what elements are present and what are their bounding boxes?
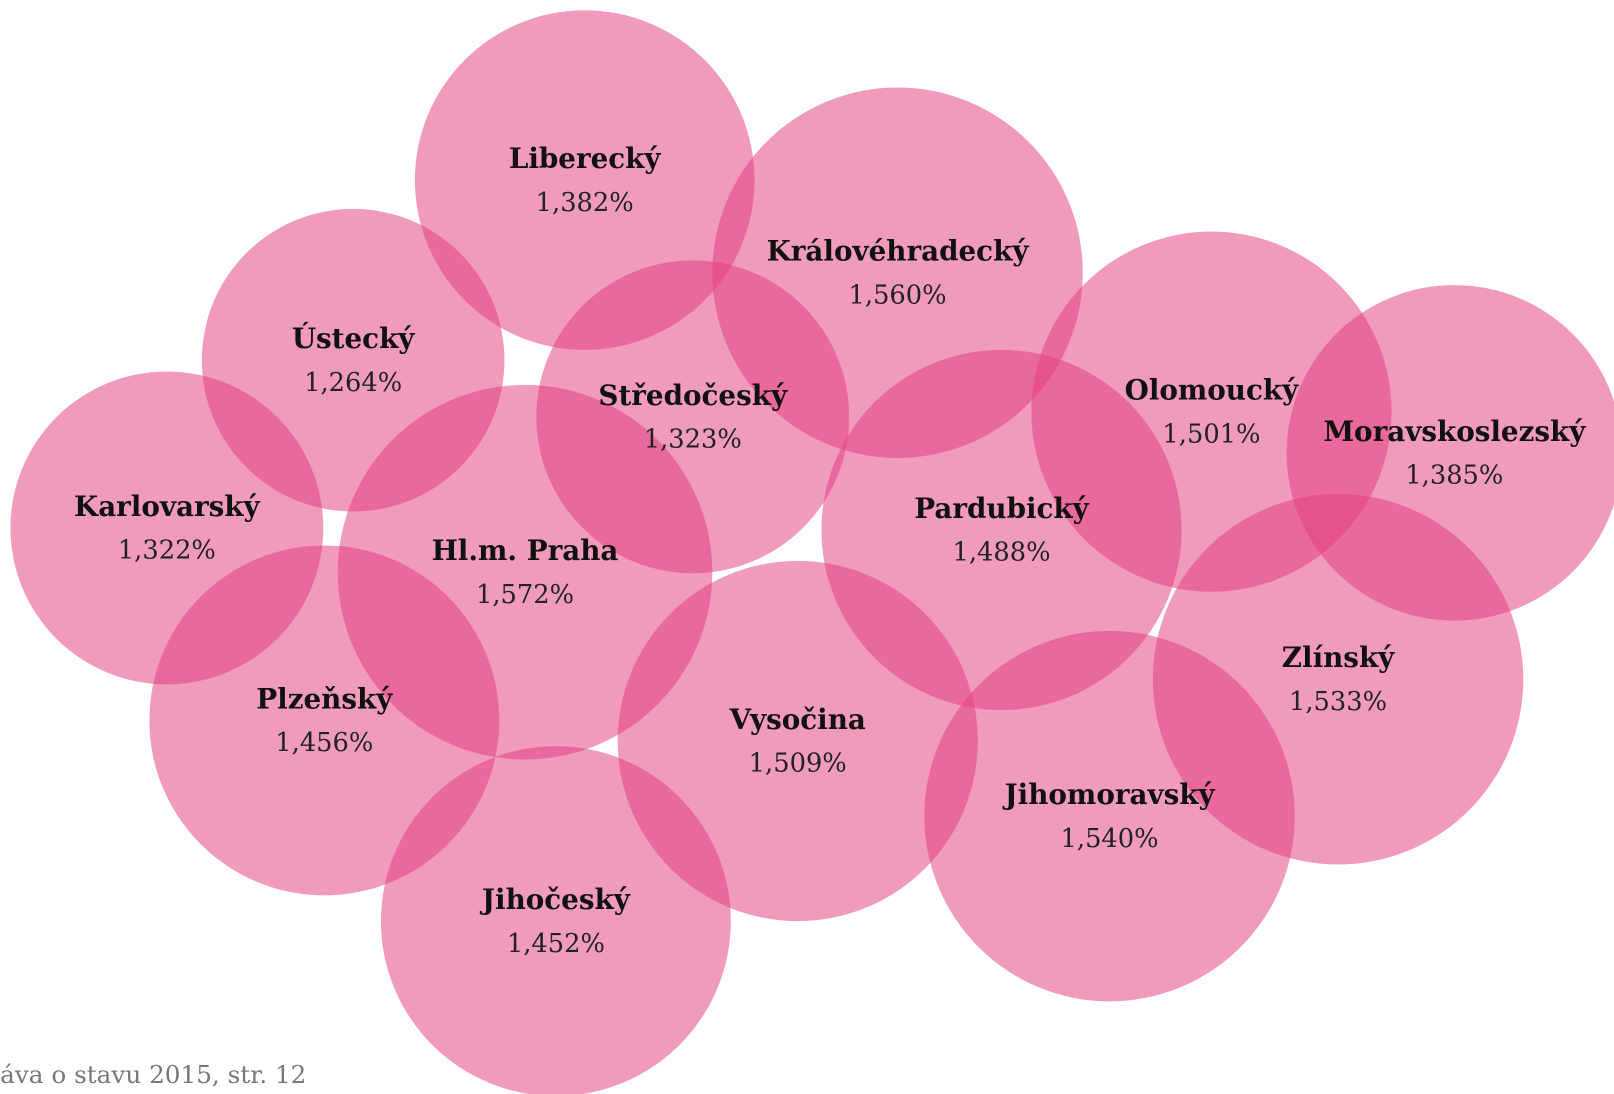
region-label: Ústecký xyxy=(292,321,415,355)
source-note: áva o stavu 2015, str. 12 xyxy=(0,1060,306,1089)
region-label: Moravskoslezský xyxy=(1323,415,1586,448)
region-label: Jihočeský xyxy=(479,883,631,916)
region-label: Středočeský xyxy=(598,379,788,412)
region-value: 1,452% xyxy=(507,929,605,959)
region-value: 1,385% xyxy=(1405,461,1503,491)
region-label: Liberecký xyxy=(509,142,662,175)
region-value: 1,572% xyxy=(476,580,574,610)
region-label: Vysočina xyxy=(729,703,866,736)
region-label: Olomoucký xyxy=(1125,374,1299,407)
region-value: 1,509% xyxy=(749,749,847,779)
region-label: Karlovarský xyxy=(74,490,260,523)
labels: Liberecký 1,382% Královéhradecký 1,560% Úste… xyxy=(74,142,1586,959)
region-value: 1,456% xyxy=(275,728,373,758)
region-value: 1,323% xyxy=(644,424,742,454)
region-value: 1,560% xyxy=(849,280,947,310)
region-value: 1,533% xyxy=(1289,687,1387,717)
region-label: Pardubický xyxy=(914,492,1089,525)
region-value: 1,540% xyxy=(1061,824,1159,854)
region-label: Zlínský xyxy=(1282,641,1395,674)
region-label: Plzeňský xyxy=(256,682,393,715)
region-circle xyxy=(924,630,1295,1002)
circles xyxy=(10,10,1614,1094)
region-value: 1,382% xyxy=(536,188,634,218)
region-circle xyxy=(149,545,500,896)
region-value: 1,264% xyxy=(304,368,402,398)
region-value: 1,322% xyxy=(118,536,216,566)
region-label: Jihomoravský xyxy=(1002,778,1216,811)
region-value: 1,488% xyxy=(952,538,1050,568)
region-label: Hl.m. Praha xyxy=(432,534,619,567)
region-label: Královéhradecký xyxy=(767,235,1030,268)
region-value: 1,501% xyxy=(1162,419,1260,449)
